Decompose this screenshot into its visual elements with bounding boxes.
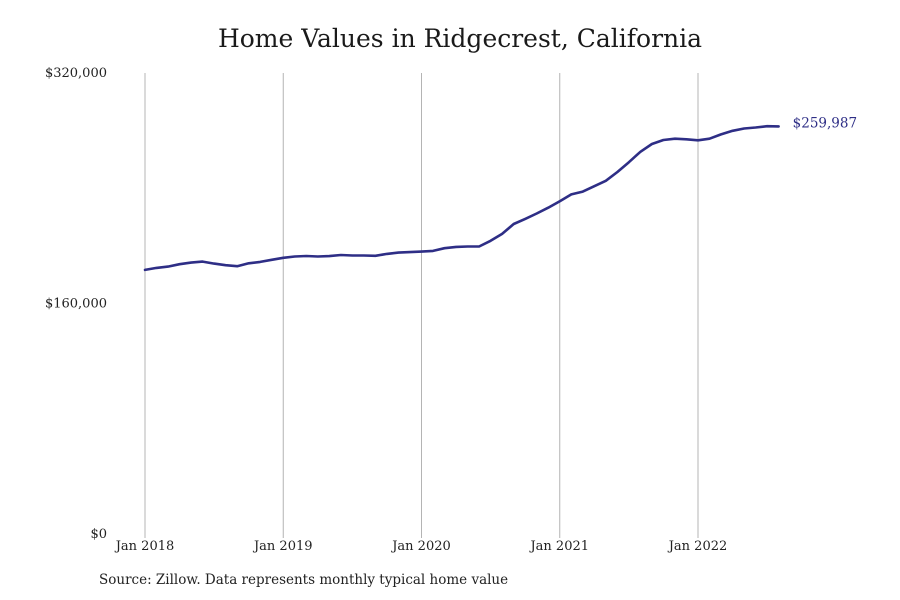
- source-note: Source: Zillow. Data represents monthly …: [99, 572, 509, 588]
- x-tick-label: Jan 2018: [114, 539, 175, 554]
- series-line: [143, 124, 780, 272]
- chart-title: Home Values in Ridgecrest, California: [217, 24, 703, 53]
- y-axis: $0 $160,000 $320,000: [45, 66, 107, 542]
- x-tick-label: Jan 2020: [390, 539, 451, 554]
- x-axis: Jan 2018 Jan 2019 Jan 2020 Jan 2021 Jan 2022: [114, 539, 728, 554]
- gridlines: [144, 73, 699, 538]
- x-tick-label: Jan 2021: [528, 539, 589, 554]
- y-tick-label: $320,000: [45, 66, 107, 81]
- x-tick-label: Jan 2022: [667, 539, 728, 554]
- y-tick-label: $0: [90, 527, 107, 542]
- y-tick-label: $160,000: [45, 297, 107, 312]
- series-layer: $259,987: [143, 115, 857, 272]
- end-value-label: $259,987: [793, 115, 857, 131]
- x-tick-label: Jan 2019: [252, 539, 313, 554]
